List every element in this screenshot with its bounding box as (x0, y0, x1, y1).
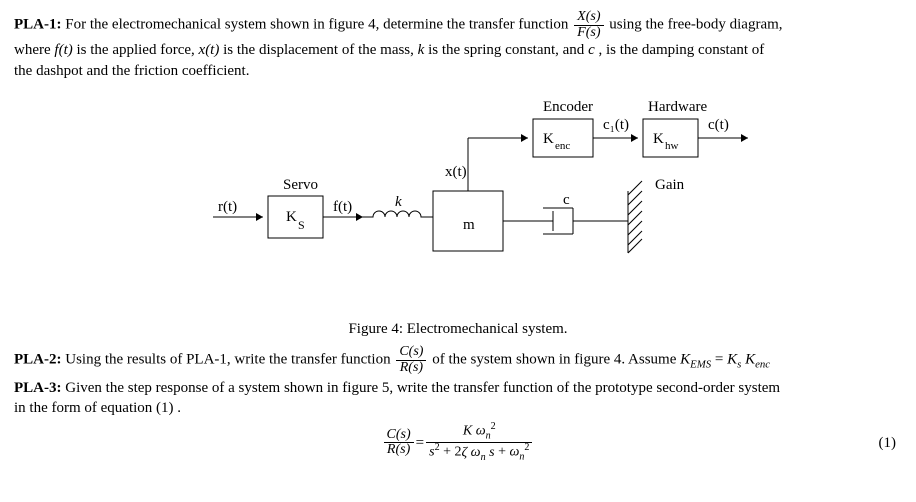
pla2-kems: K (680, 352, 690, 368)
pla1-line2-a: where (14, 42, 54, 58)
pla3-paragraph: PLA-3: Given the step response of a syst… (14, 378, 902, 419)
figure-4-caption: Figure 4: Electromechanical system. (14, 319, 902, 339)
signal-r-t: r(t) (218, 199, 237, 215)
encoder-K: K (543, 131, 554, 147)
signal-c1-t: c₁(t) (603, 117, 629, 133)
gain-label: Gain (655, 177, 685, 193)
mass-m-label: m (463, 217, 475, 233)
eq1-lhs: C(s) R(s) (384, 428, 414, 458)
signal-x-t: x(t) (445, 164, 467, 180)
pla1-label: PLA-1: (14, 17, 62, 33)
pla1-t-k: is the spring constant, and (428, 42, 588, 58)
hardware-K-sub: hw (665, 140, 679, 152)
servo-label: Servo (283, 177, 318, 193)
pla2-kems-sub: EMS (690, 359, 711, 371)
pla2-text-2: of the system shown in figure 4. Assume (432, 352, 680, 368)
eq1-rhs: K ωn2 s2 + 2ζ ωn s + ωn2 (426, 422, 532, 463)
hardware-K: K (653, 131, 664, 147)
eq1-lhs-den: R(s) (387, 442, 410, 457)
pla1-transfer-function-fraction: X(s) F(s) (574, 10, 603, 40)
pla1-frac-num: X(s) (577, 9, 600, 24)
eq1-number: (1) (879, 433, 897, 453)
signal-c-t: c(t) (708, 117, 729, 133)
pla3-label: PLA-3: (14, 380, 62, 396)
pla1-paragraph: PLA-1: For the electromechanical system … (14, 10, 902, 81)
pla1-k: k (418, 42, 425, 58)
pla2-frac-den: R(s) (400, 360, 423, 375)
eq1-rhs-num: K ωn2 (426, 422, 532, 442)
eq1-eq-sign: = (416, 433, 424, 453)
encoder-K-sub: enc (555, 140, 570, 152)
figure-4-container: Servo Encoder Hardware Gain K S K enc K … (14, 91, 902, 340)
equation-1-row: C(s) R(s) = K ωn2 s2 + 2ζ ωn s + ωn2 (1) (14, 422, 902, 463)
pla2-ks: K (727, 352, 737, 368)
pla1-frac-den: F(s) (577, 25, 600, 40)
figure-4-diagram: Servo Encoder Hardware Gain K S K enc K … (148, 91, 768, 311)
pla2-frac-num: C(s) (399, 344, 423, 359)
pla1-line3: the dashpot and the friction coefficient… (14, 63, 249, 79)
pla2-fraction: C(s) R(s) (396, 345, 426, 375)
pla3-line2: in the form of equation (1) . (14, 400, 181, 416)
servo-K: K (286, 209, 297, 225)
eq1-rhs-den: s2 + 2ζ ωn s + ωn2 (426, 442, 532, 463)
dashpot-c-label: c (563, 192, 570, 208)
pla2-kenc: K (745, 352, 755, 368)
hardware-label: Hardware (648, 99, 707, 115)
pla2-kenc-sub: enc (755, 359, 770, 371)
pla1-c: c (588, 42, 595, 58)
pla3-text-1: Given the step response of a system show… (65, 380, 780, 396)
spring-k-label: k (395, 194, 402, 210)
pla2-eq: = (715, 352, 727, 368)
pla2-text-1: Using the results of PLA-1, write the tr… (65, 352, 394, 368)
pla1-xt: x(t) (199, 42, 220, 58)
eq1-lhs-num: C(s) (387, 427, 411, 442)
signal-f-t: f(t) (333, 199, 352, 215)
pla2-label: PLA-2: (14, 352, 62, 368)
pla1-ft: f(t) (54, 42, 72, 58)
pla1-t-ft: is the applied force, (76, 42, 198, 58)
pla1-text-2: using the free-body diagram, (609, 17, 782, 33)
pla1-t-c: , is the damping constant of (598, 42, 764, 58)
pla1-t-xt: is the displacement of the mass, (223, 42, 418, 58)
servo-K-sub: S (298, 218, 305, 232)
encoder-label: Encoder (543, 99, 593, 115)
pla2-paragraph: PLA-2: Using the results of PLA-1, write… (14, 345, 902, 375)
pla2-ks-sub: s (737, 359, 741, 371)
pla1-text-1: For the electromechanical system shown i… (65, 17, 572, 33)
